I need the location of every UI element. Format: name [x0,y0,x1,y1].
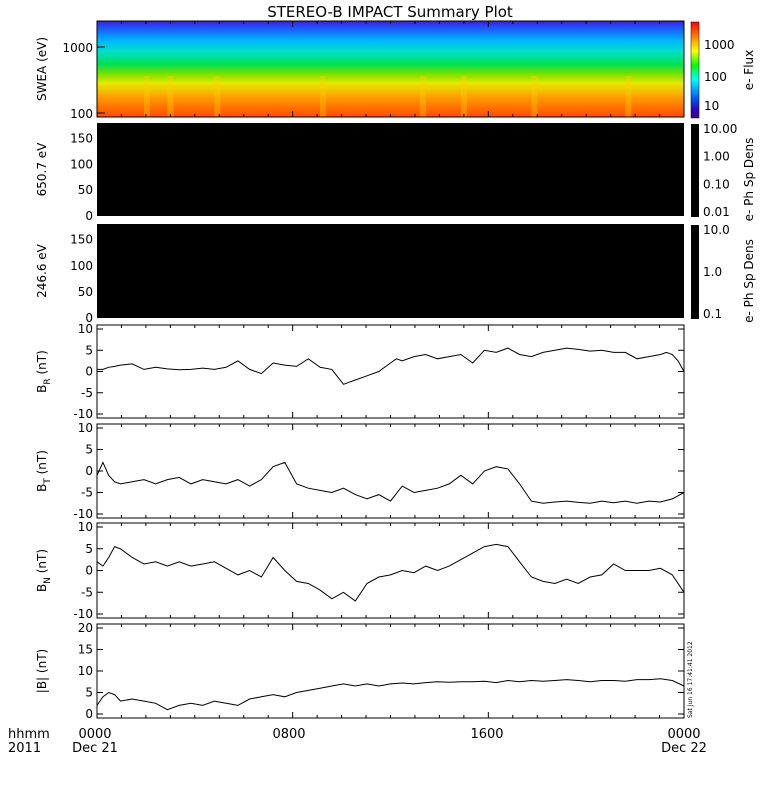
bn-y-axis-label: BN (nT) [35,549,53,592]
bn-series-line [96,543,685,602]
bt-panel: 10 5 0 -5 -10 BT (nT) [35,421,685,521]
flux-colorbar [690,21,700,119]
bt-y-tick-label: -5 [81,486,93,500]
bn-y-tick-label: 0 [85,564,93,578]
bn-y-tick-label: -10 [73,607,93,621]
bt-frame [96,423,685,519]
ph_246-y-axis-label: 246.6 eV [35,243,49,298]
bmag-y-tick-label: 10 [78,664,93,678]
bmag-y-tick-label: 0 [85,707,93,721]
bn-y-tick-label: 10 [78,520,93,534]
ph_246-spectrogram [97,224,684,318]
x-axis-row2-label: 2011 [8,741,41,756]
swea-band [167,76,174,117]
ph_246-y-tick-label: 150 [70,233,93,247]
ph_650-colorbar-tick-label: 10.00 [703,122,737,136]
ph_246-colorbar-label: e- Ph Sp Dens [742,239,756,323]
swea-y-axis-label: SWEA (eV) [35,37,49,101]
flux-colorbar-tick-label: 10 [704,99,719,113]
bn-frame [96,522,685,619]
ph_650-colorbar-label: e- Ph Sp Dens [742,138,756,222]
br-y-axis-label: BR (nT) [35,350,53,393]
start-date-label: Dec 21 [72,741,118,756]
ph_650-y-tick-label: 150 [70,132,93,146]
ph_246-y-tick-label: 0 [85,311,93,325]
bt-y-tick-label: 0 [85,464,93,478]
bmag-y-tick-label: 5 [85,686,93,700]
x-tick-label-2: 1600 [470,727,503,742]
swea-spectrogram [97,21,684,117]
ph_246-colorbar-tick-label: 1.0 [703,265,722,279]
ph_246-colorbar-tick-label: 10.0 [703,223,730,237]
br-series-line [97,347,685,385]
bn-panel: 10 5 0 -5 -10 BN (nT) [35,520,685,621]
bmag-y-tick-label: 15 [78,643,93,657]
ph_246-colorbar-tick-label: 0.1 [703,307,722,321]
bt-y-tick-label: 10 [78,421,93,435]
ph_650-colorbar-tick-label: 0.10 [703,177,730,191]
ph_650-colorbar-tick-label: 1.00 [703,150,730,164]
br-y-tick-label: 10 [78,322,93,336]
ph_650-y-axis-label: 650.7 eV [35,142,49,197]
br-y-tick-label: 0 [85,365,93,379]
ph_246-y-tick-label: 100 [70,259,93,273]
swea-band [625,76,632,117]
swea-panel: 1000 100 SWEA (eV) 1000 100 10 e- Flux [35,20,756,121]
bmag-panel: 20 15 10 5 0 |B| (nT) [35,621,685,721]
swea-y-tick-label: 1000 [62,41,93,55]
flux-colorbar-tick-label: 100 [704,70,727,84]
x-tick-label-3: 0000 [667,727,700,742]
bt-y-tick-label: 5 [85,443,93,457]
bt-series-line [96,461,685,504]
br-panel: 10 5 0 -5 -10 BR (nT) [35,322,685,421]
ph_246-y-tick-label: 50 [78,285,93,299]
bt-y-tick-label: -10 [73,507,93,521]
swea-band [214,76,221,117]
ph_650-colorbar [691,124,699,217]
br-y-tick-label: -10 [73,407,93,421]
ph_246-panel: 150 100 50 0 246.6 eV 10.0 1.0 0.1 e- Ph Sp Dens [35,223,756,325]
swea-band [460,76,467,117]
flux-colorbar-tick-label: 1000 [704,38,735,52]
br-y-tick-label: -5 [81,386,93,400]
swea-band [320,76,327,117]
ph_650-panel: 150 100 50 0 650.7 eV 10.00 1.00 0.10 0.01 e- Ph … [35,122,756,223]
swea-y-tick-label: 100 [70,107,93,121]
swea-band [531,76,538,117]
generation-stamp: Sat Jun 16 17:41:41 2012 [687,641,694,718]
bmag-y-axis-label: |B| (nT) [35,649,49,693]
plot-title: STEREO-B IMPACT Summary Plot [267,3,513,21]
end-date-label: Dec 22 [661,741,707,756]
bmag-y-tick-label: 20 [78,621,93,635]
bn-y-tick-label: -5 [81,585,93,599]
bmag-series-line [96,678,685,711]
ph_650-y-tick-label: 50 [78,183,93,197]
x-tick-label-0: 0000 [78,727,111,742]
ph_650-colorbar-tick-label: 0.01 [703,205,730,219]
ph_650-y-tick-label: 100 [70,157,93,171]
ph_650-spectrogram [97,123,684,216]
x-tick-label-1: 0800 [272,727,305,742]
swea-band [419,76,426,117]
x-axis-row1-label: hhmm [8,727,50,742]
ph_246-colorbar [691,225,699,319]
bn-y-tick-label: 5 [85,542,93,556]
ph_650-y-tick-label: 0 [85,209,93,223]
flux-colorbar-label: e- Flux [742,50,756,90]
bt-y-axis-label: BT (nT) [35,450,53,492]
br-frame [96,324,685,419]
swea-band [143,76,150,117]
br-y-tick-label: 5 [85,343,93,357]
